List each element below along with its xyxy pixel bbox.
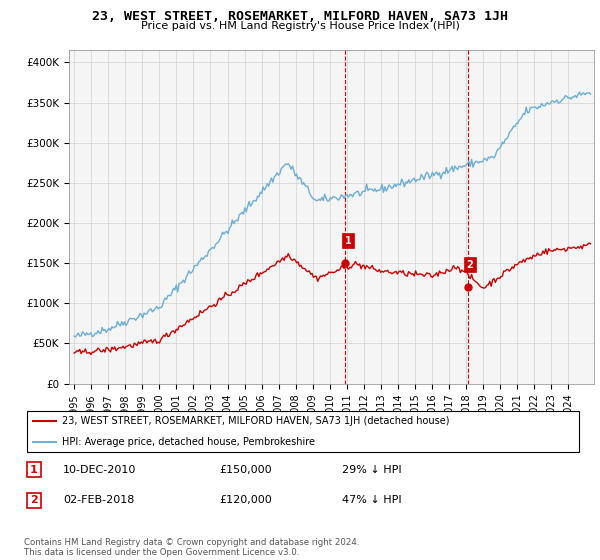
Text: HPI: Average price, detached house, Pembrokeshire: HPI: Average price, detached house, Pemb… (62, 437, 315, 447)
Text: £150,000: £150,000 (220, 465, 272, 474)
Text: 1: 1 (30, 465, 38, 474)
Text: Price paid vs. HM Land Registry's House Price Index (HPI): Price paid vs. HM Land Registry's House … (140, 21, 460, 31)
Text: 02-FEB-2018: 02-FEB-2018 (63, 496, 134, 505)
Text: 29% ↓ HPI: 29% ↓ HPI (342, 465, 401, 474)
Text: £120,000: £120,000 (220, 496, 272, 505)
Text: 23, WEST STREET, ROSEMARKET, MILFORD HAVEN, SA73 1JH: 23, WEST STREET, ROSEMARKET, MILFORD HAV… (92, 10, 508, 22)
Text: 10-DEC-2010: 10-DEC-2010 (63, 465, 136, 474)
Text: Contains HM Land Registry data © Crown copyright and database right 2024.
This d: Contains HM Land Registry data © Crown c… (24, 538, 359, 557)
Text: 2: 2 (30, 496, 38, 505)
FancyBboxPatch shape (27, 411, 579, 452)
Text: 1: 1 (344, 236, 352, 246)
Text: 2: 2 (467, 260, 473, 270)
Text: 23, WEST STREET, ROSEMARKET, MILFORD HAVEN, SA73 1JH (detached house): 23, WEST STREET, ROSEMARKET, MILFORD HAV… (62, 416, 449, 426)
Text: 47% ↓ HPI: 47% ↓ HPI (342, 496, 401, 505)
